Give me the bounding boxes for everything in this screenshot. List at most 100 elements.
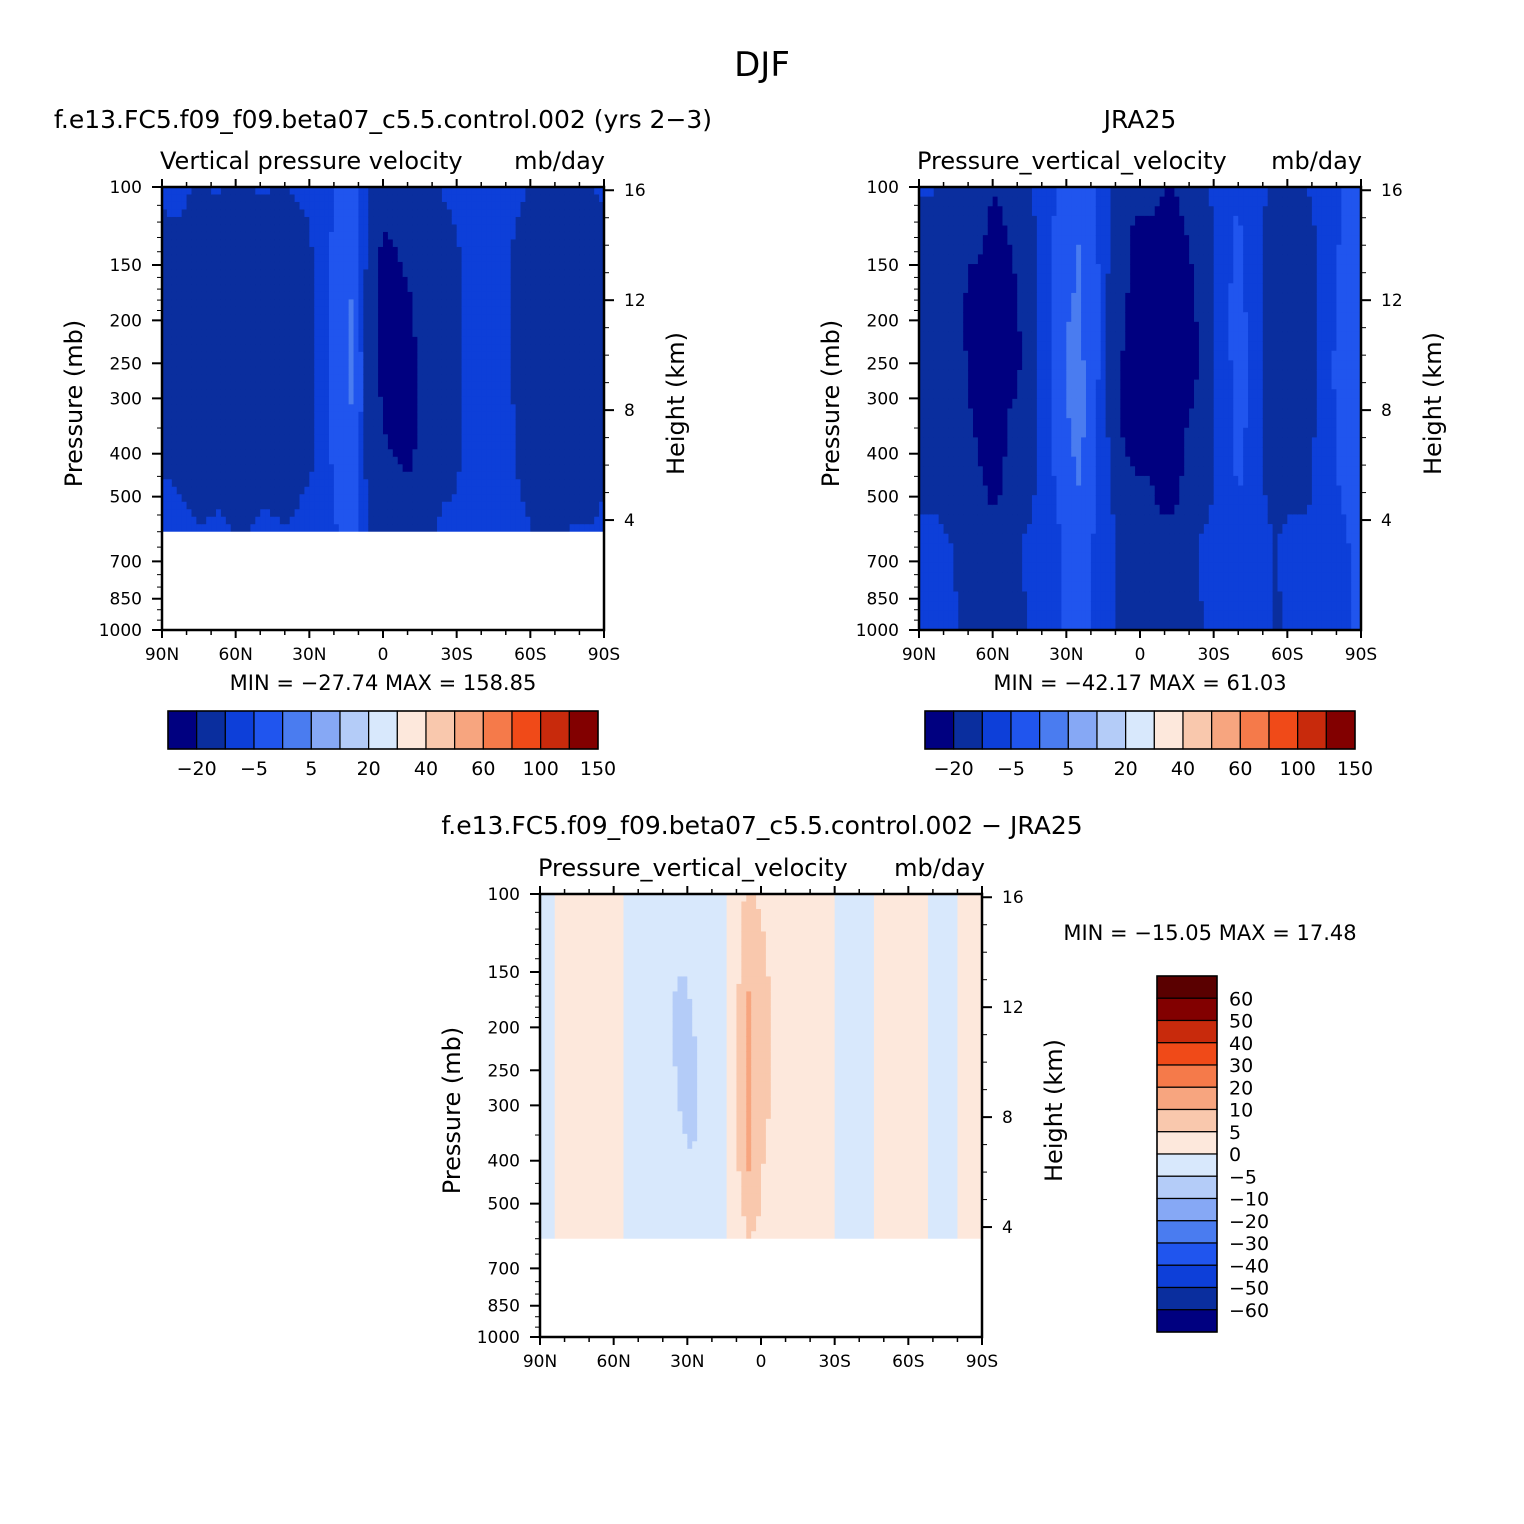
contour-cell bbox=[363, 224, 369, 233]
contour-cell bbox=[368, 306, 374, 315]
contour-cell bbox=[235, 389, 242, 398]
contour-cell bbox=[201, 284, 207, 293]
contour-cell bbox=[933, 504, 940, 516]
contour-cell bbox=[319, 456, 325, 465]
contour-cell bbox=[373, 344, 379, 353]
contour-cell bbox=[304, 381, 310, 390]
contour-cell bbox=[491, 261, 497, 271]
contour-cell bbox=[402, 329, 409, 338]
contour-cell bbox=[437, 441, 443, 450]
contour-cell bbox=[486, 479, 492, 488]
contour-cell bbox=[348, 441, 355, 450]
contour-cell bbox=[968, 591, 974, 602]
contour-cell bbox=[299, 329, 306, 338]
contour-cell bbox=[348, 344, 355, 353]
contour-cell bbox=[486, 486, 492, 495]
contour-cell bbox=[446, 314, 453, 323]
contour-cell bbox=[289, 269, 296, 278]
contour-cell bbox=[525, 516, 531, 525]
contour-cell bbox=[299, 246, 306, 256]
contour-cell bbox=[171, 404, 178, 413]
contour-cell bbox=[968, 331, 974, 342]
contour-cell bbox=[265, 246, 271, 256]
contour-cell bbox=[461, 344, 468, 353]
contour-cell bbox=[471, 494, 477, 503]
contour-cell bbox=[574, 486, 581, 495]
contour-cell bbox=[554, 231, 561, 241]
contour-cell bbox=[461, 306, 468, 315]
contour-cell bbox=[299, 419, 306, 428]
contour-cell bbox=[324, 336, 330, 345]
contour-cell bbox=[328, 501, 335, 510]
contour-cell bbox=[422, 509, 428, 518]
contour-cell bbox=[987, 572, 994, 583]
contour-cell bbox=[948, 610, 954, 621]
contour-cell bbox=[525, 381, 531, 390]
contour-cell bbox=[363, 486, 369, 495]
contour-cell bbox=[333, 344, 340, 353]
contour-cell bbox=[309, 306, 315, 315]
contour-cell bbox=[358, 306, 364, 315]
contour-cell bbox=[314, 426, 320, 435]
panel-title: f.e13.FC5.f09_f09.beta07_c5.5.control.00… bbox=[54, 105, 712, 134]
contour-cell bbox=[471, 516, 477, 525]
contour-cell bbox=[304, 389, 310, 398]
contour-cell bbox=[309, 351, 315, 360]
contour-cell bbox=[383, 374, 389, 383]
contour-cell bbox=[304, 509, 310, 518]
contour-cell bbox=[284, 381, 291, 390]
contour-cell bbox=[535, 224, 541, 233]
contour-cell bbox=[270, 216, 276, 226]
contour-cell bbox=[953, 292, 959, 304]
contour-cell bbox=[412, 351, 418, 360]
contour-cell bbox=[294, 411, 301, 420]
contour-cell bbox=[943, 514, 950, 525]
contour-cell bbox=[392, 261, 399, 271]
contour-cell bbox=[333, 434, 340, 443]
contour-cell bbox=[486, 239, 492, 248]
contour-cell bbox=[211, 366, 217, 375]
contour-cell bbox=[353, 306, 360, 315]
contour-cell bbox=[274, 351, 281, 360]
contour-cell bbox=[948, 350, 954, 361]
contour-cell bbox=[186, 201, 193, 211]
contour-cell bbox=[422, 494, 428, 503]
variable-name: Pressure_vertical_velocity bbox=[917, 147, 1227, 175]
contour-cell bbox=[549, 254, 556, 263]
contour-cell bbox=[378, 246, 384, 256]
contour-cell bbox=[505, 524, 512, 533]
contour-cell bbox=[933, 437, 940, 448]
contour-cell bbox=[319, 419, 325, 428]
contour-cell bbox=[481, 479, 487, 488]
contour-cell bbox=[363, 231, 369, 241]
contour-cell bbox=[938, 215, 945, 227]
contour-cell bbox=[338, 284, 345, 293]
contour-cell bbox=[328, 426, 335, 435]
contour-cell bbox=[407, 366, 414, 375]
contour-cell bbox=[240, 336, 247, 345]
contour-cell bbox=[923, 524, 930, 535]
contour-cell bbox=[196, 396, 202, 405]
contour-cell bbox=[953, 601, 959, 612]
contour-cell bbox=[545, 187, 551, 196]
contour-cell bbox=[211, 509, 217, 518]
contour-cell bbox=[938, 369, 945, 381]
contour-cell bbox=[225, 216, 232, 226]
contour-cell bbox=[314, 486, 320, 495]
contour-cell bbox=[191, 187, 197, 196]
contour-cell bbox=[181, 201, 188, 211]
contour-cell bbox=[441, 321, 448, 330]
contour-cell bbox=[319, 411, 325, 420]
contour-cell bbox=[265, 381, 271, 390]
contour-cell bbox=[348, 516, 355, 525]
contour-cell bbox=[948, 235, 954, 246]
contour-cell bbox=[963, 273, 969, 284]
contour-cell bbox=[476, 351, 482, 360]
contour-cell bbox=[933, 485, 940, 496]
contour-cell bbox=[977, 456, 984, 467]
contour-cell bbox=[963, 418, 969, 429]
contour-cell bbox=[402, 449, 409, 458]
contour-cell bbox=[206, 456, 212, 465]
contour-cell bbox=[186, 456, 193, 465]
contour-cell bbox=[181, 494, 188, 503]
